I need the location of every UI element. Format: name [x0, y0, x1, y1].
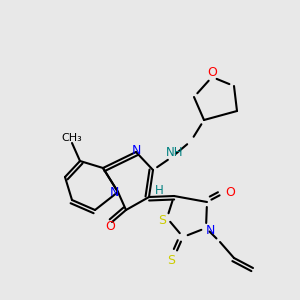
Text: CH₃: CH₃: [61, 133, 82, 143]
Text: S: S: [158, 214, 166, 226]
Text: O: O: [225, 185, 235, 199]
Text: H: H: [154, 184, 164, 197]
Text: N: N: [131, 145, 141, 158]
Text: O: O: [105, 220, 115, 233]
Text: N: N: [109, 185, 119, 199]
Text: O: O: [207, 65, 217, 79]
Text: N: N: [205, 224, 215, 238]
Text: NH: NH: [166, 146, 184, 160]
Text: S: S: [167, 254, 175, 266]
